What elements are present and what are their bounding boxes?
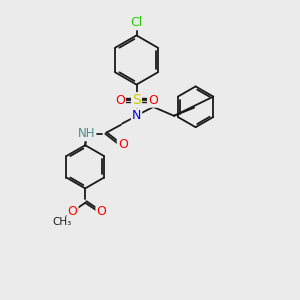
Text: O: O: [68, 205, 77, 218]
Text: N: N: [132, 109, 141, 122]
Text: O: O: [148, 94, 158, 107]
Text: S: S: [132, 93, 141, 107]
Text: CH₃: CH₃: [52, 217, 72, 227]
Text: Cl: Cl: [130, 16, 142, 29]
Text: O: O: [115, 94, 125, 107]
Text: O: O: [118, 138, 128, 151]
Text: NH: NH: [78, 127, 95, 140]
Text: O: O: [97, 205, 106, 218]
